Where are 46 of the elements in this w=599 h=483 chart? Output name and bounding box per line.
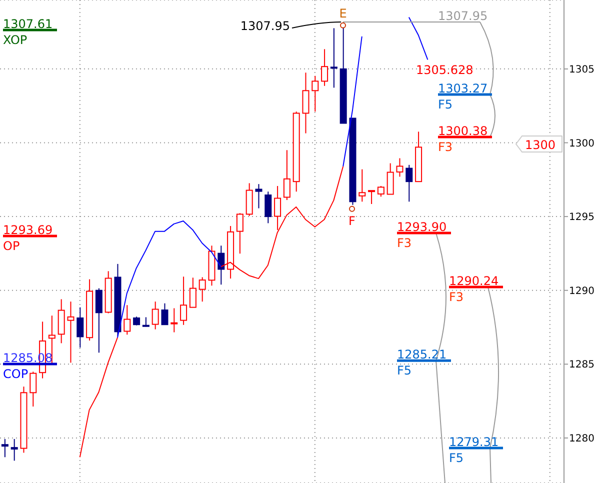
candlestick: [30, 371, 37, 408]
annotation: 1293.90: [397, 220, 447, 234]
annotation: 1285.21: [397, 348, 447, 362]
candlestick: [208, 245, 216, 286]
candlestick: [283, 150, 290, 201]
y-tick-label: 1305: [569, 64, 594, 76]
candlestick: [67, 301, 74, 364]
candlestick: [170, 308, 178, 333]
annotation: 1293.69: [3, 223, 53, 237]
candlestick: [227, 226, 234, 280]
candlestick: [76, 306, 84, 348]
annotation: E: [339, 6, 347, 20]
y-tick-label: 1280: [569, 434, 594, 445]
candlestick: [321, 48, 328, 86]
annotation: OP: [3, 239, 20, 253]
annotation: 1305.628: [416, 63, 474, 77]
annotation: F5: [438, 98, 453, 112]
annotation: F3: [438, 140, 453, 154]
annotation: 1307.61: [3, 17, 53, 31]
annotation: F3: [397, 236, 412, 250]
candlestick: [218, 245, 225, 286]
candlestick: [58, 298, 65, 344]
candlestick: [198, 276, 206, 302]
y-tick-label: 1285: [569, 360, 594, 371]
candlestick: [152, 301, 159, 330]
annotation: F5: [449, 451, 464, 465]
annotation: XOP: [3, 33, 28, 47]
annotation: 1300.38: [438, 124, 488, 138]
annotation: 1303.27: [438, 82, 488, 96]
candlestick: [274, 185, 282, 230]
annotation: F3: [449, 290, 464, 304]
annotation: F: [348, 214, 356, 228]
candlestick: [1, 438, 8, 458]
candlestick: [330, 28, 338, 88]
candlestick: [10, 438, 18, 462]
annotation: COP: [3, 367, 28, 381]
y-tick-label: 1300: [569, 138, 594, 150]
y-tick-label: 1290: [569, 286, 594, 297]
annotation: 1300: [525, 138, 556, 152]
annotation: 1307.95: [438, 9, 488, 23]
annotation: 1290.24: [449, 274, 499, 288]
annotation: F5: [397, 364, 412, 378]
y-tick-label: 1295: [569, 212, 594, 224]
annotation: 1279.31: [449, 435, 499, 449]
candlestick: [302, 72, 310, 134]
annotation: 1307.95: [240, 19, 290, 33]
